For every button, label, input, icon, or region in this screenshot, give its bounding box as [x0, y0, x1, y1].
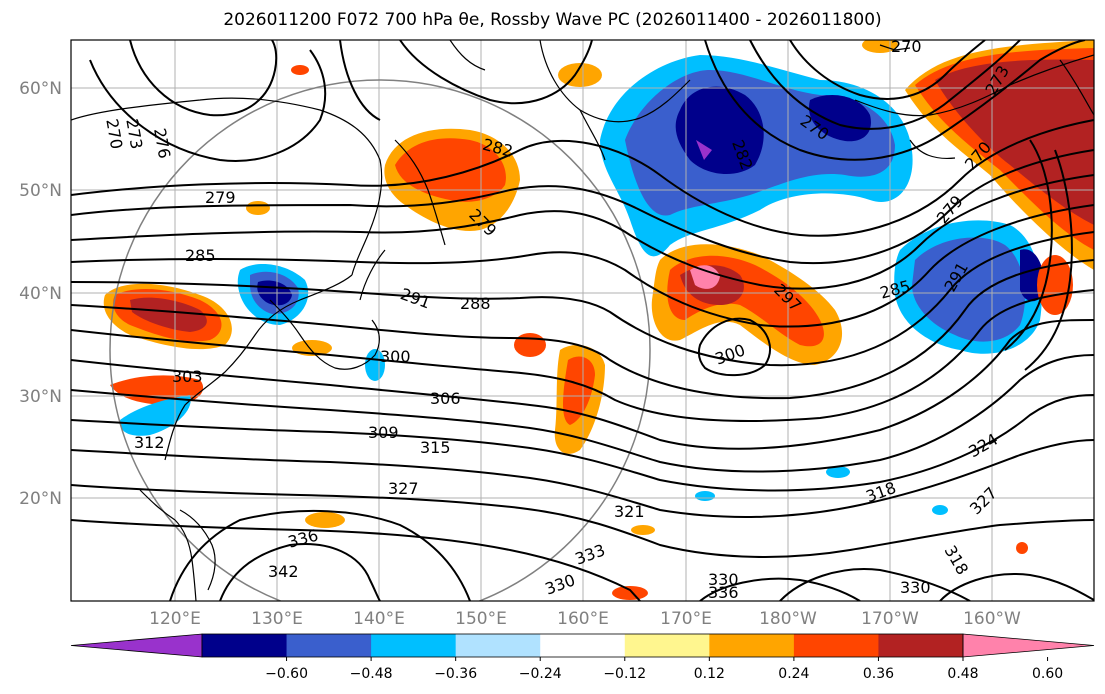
colorbar-swatch [624, 634, 710, 657]
colorbar-tick-label: 0.24 [778, 666, 809, 682]
lon-tick-label: 140°E [353, 609, 405, 629]
colorbar-tick-label: −0.24 [519, 666, 562, 682]
contour-label: 321 [614, 502, 645, 521]
colorbar-tick-label: 0.48 [947, 666, 978, 682]
lon-tick-label: 130°E [251, 609, 303, 629]
lon-tick-labels: 120°E 130°E 140°E 150°E 160°E 170°E 180°W 170°W… [149, 609, 1021, 629]
map-gridlines [71, 40, 1094, 601]
colorbar-tick-label: −0.36 [434, 666, 477, 682]
colorbar-frame [201, 633, 964, 658]
domain-circle [109, 79, 651, 601]
lat-tick-labels: 60°N 50°N 40°N 30°N 20°N [19, 79, 62, 509]
colorbar-extend-high [962, 633, 1095, 658]
colorbar-swatch [202, 634, 288, 657]
lon-tick-label: 150°E [455, 609, 507, 629]
lat-tick-label: 60°N [19, 79, 62, 99]
map-frame [70, 39, 1095, 602]
contour-label: 336 [708, 583, 739, 602]
contour-label: 279 [205, 188, 236, 207]
colorbar-swatch [540, 634, 626, 657]
lon-tick-label: 180°W [759, 609, 817, 629]
colorbar-tick-label: 0.60 [1032, 666, 1063, 682]
lat-tick-label: 40°N [19, 284, 62, 304]
lat-tick-label: 30°N [19, 387, 62, 407]
coastlines [71, 40, 1094, 601]
colorbar-swatch [878, 634, 964, 657]
colorbar-tick-label: 0.12 [694, 666, 725, 682]
contour-label: 288 [460, 294, 491, 313]
lon-tick-label: 160°W [963, 609, 1021, 629]
contour-label: 327 [388, 479, 419, 498]
colorbar-swatch [455, 634, 541, 657]
colorbar-swatch [793, 634, 879, 657]
colorbar-tick-label: 0.36 [863, 666, 894, 682]
contour-label: 309 [368, 423, 399, 442]
colorbar-swatch [709, 634, 795, 657]
colorbar-tick-label: −0.12 [603, 666, 646, 682]
contour-label: 270 [891, 37, 922, 56]
contour-label: 330 [900, 578, 931, 597]
colorbar-tick-label: −0.60 [265, 666, 308, 682]
lon-tick-label: 120°E [149, 609, 201, 629]
colorbar-swatch [371, 634, 457, 657]
theta-e-contours [71, 40, 1094, 601]
contour-label: 300 [380, 347, 411, 366]
contour-label: 330 [708, 570, 739, 589]
contour-label: 315 [420, 438, 451, 457]
lat-tick-label: 50°N [19, 181, 62, 201]
colorbar-swatch [286, 634, 372, 657]
contour-label: 306 [430, 389, 461, 408]
lon-tick-label: 160°E [557, 609, 609, 629]
colorbar-extend-low [70, 633, 203, 658]
lon-tick-label: 170°W [861, 609, 919, 629]
contour-label: 303 [172, 367, 203, 386]
contour-label: 342 [268, 562, 299, 581]
lat-tick-label: 20°N [19, 489, 62, 509]
colorbar-tick-label: −0.48 [350, 666, 393, 682]
map-title: 2026011200 F072 700 hPa θe, Rossby Wave … [223, 10, 882, 30]
contour-label: 285 [185, 246, 216, 265]
colorbar: −0.60 −0.48 −0.36 −0.24 −0.12 0.12 0.24 0.36 0.4… [70, 633, 1095, 682]
lon-tick-label: 170°E [660, 609, 712, 629]
contour-label: 312 [134, 433, 165, 452]
